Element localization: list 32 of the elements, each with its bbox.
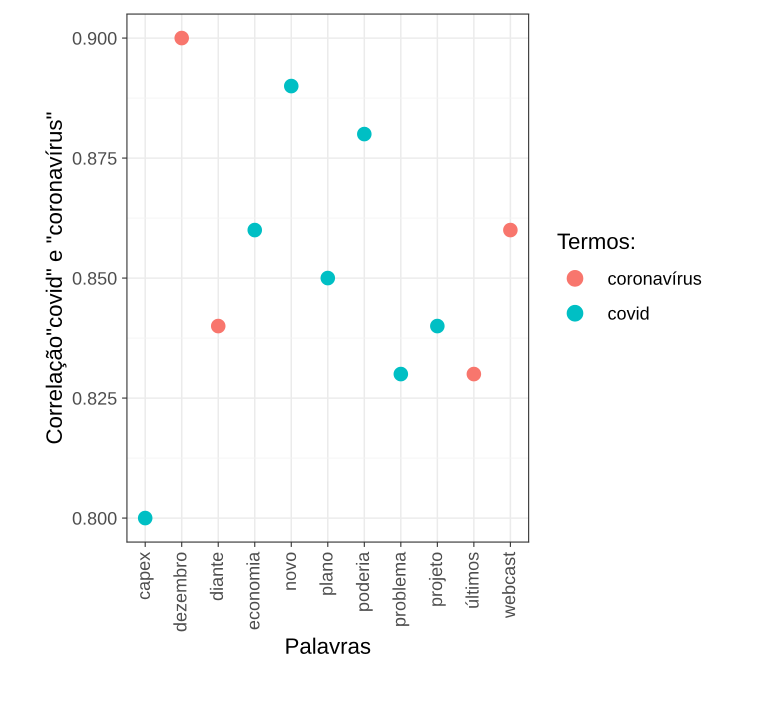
x-tick-label: diante bbox=[210, 552, 224, 600]
point bbox=[430, 318, 445, 334]
y-tick-label: 0.850 bbox=[72, 272, 117, 285]
point bbox=[357, 126, 372, 142]
point bbox=[247, 222, 262, 238]
y-tick-label: 0.900 bbox=[72, 32, 117, 45]
x-tick-label: economia bbox=[246, 552, 260, 630]
y-tick-label: 0.800 bbox=[72, 512, 117, 525]
x-tick-label: dezembro bbox=[173, 552, 187, 632]
x-axis-title: Palavras bbox=[286, 638, 370, 654]
legend-label: coronavírus bbox=[608, 271, 702, 285]
point bbox=[174, 30, 189, 46]
x-tick-label: webcast bbox=[502, 552, 516, 618]
x-tick-label: últimos bbox=[465, 552, 479, 608]
y-axis-title: Correlação"covid" e "coronavírus" bbox=[45, 112, 66, 444]
point bbox=[320, 270, 336, 286]
x-tick-label: poderia bbox=[356, 552, 373, 611]
x-tick-label: plano bbox=[319, 552, 336, 595]
x-tick-label: problema bbox=[392, 552, 410, 626]
y-tick-label: 0.825 bbox=[72, 392, 116, 405]
point bbox=[138, 510, 152, 526]
x-tick-label: projeto bbox=[428, 552, 446, 606]
point bbox=[503, 222, 518, 238]
x-tick-label: capex bbox=[140, 552, 154, 600]
point bbox=[466, 366, 482, 382]
legend-title: Termos: bbox=[557, 234, 634, 250]
y-tick-label: 0.875 bbox=[72, 152, 116, 165]
point bbox=[284, 78, 299, 94]
x-tick-label: novo bbox=[286, 552, 296, 590]
legend-label: covid bbox=[608, 306, 648, 320]
point bbox=[394, 366, 408, 382]
point bbox=[210, 318, 226, 334]
